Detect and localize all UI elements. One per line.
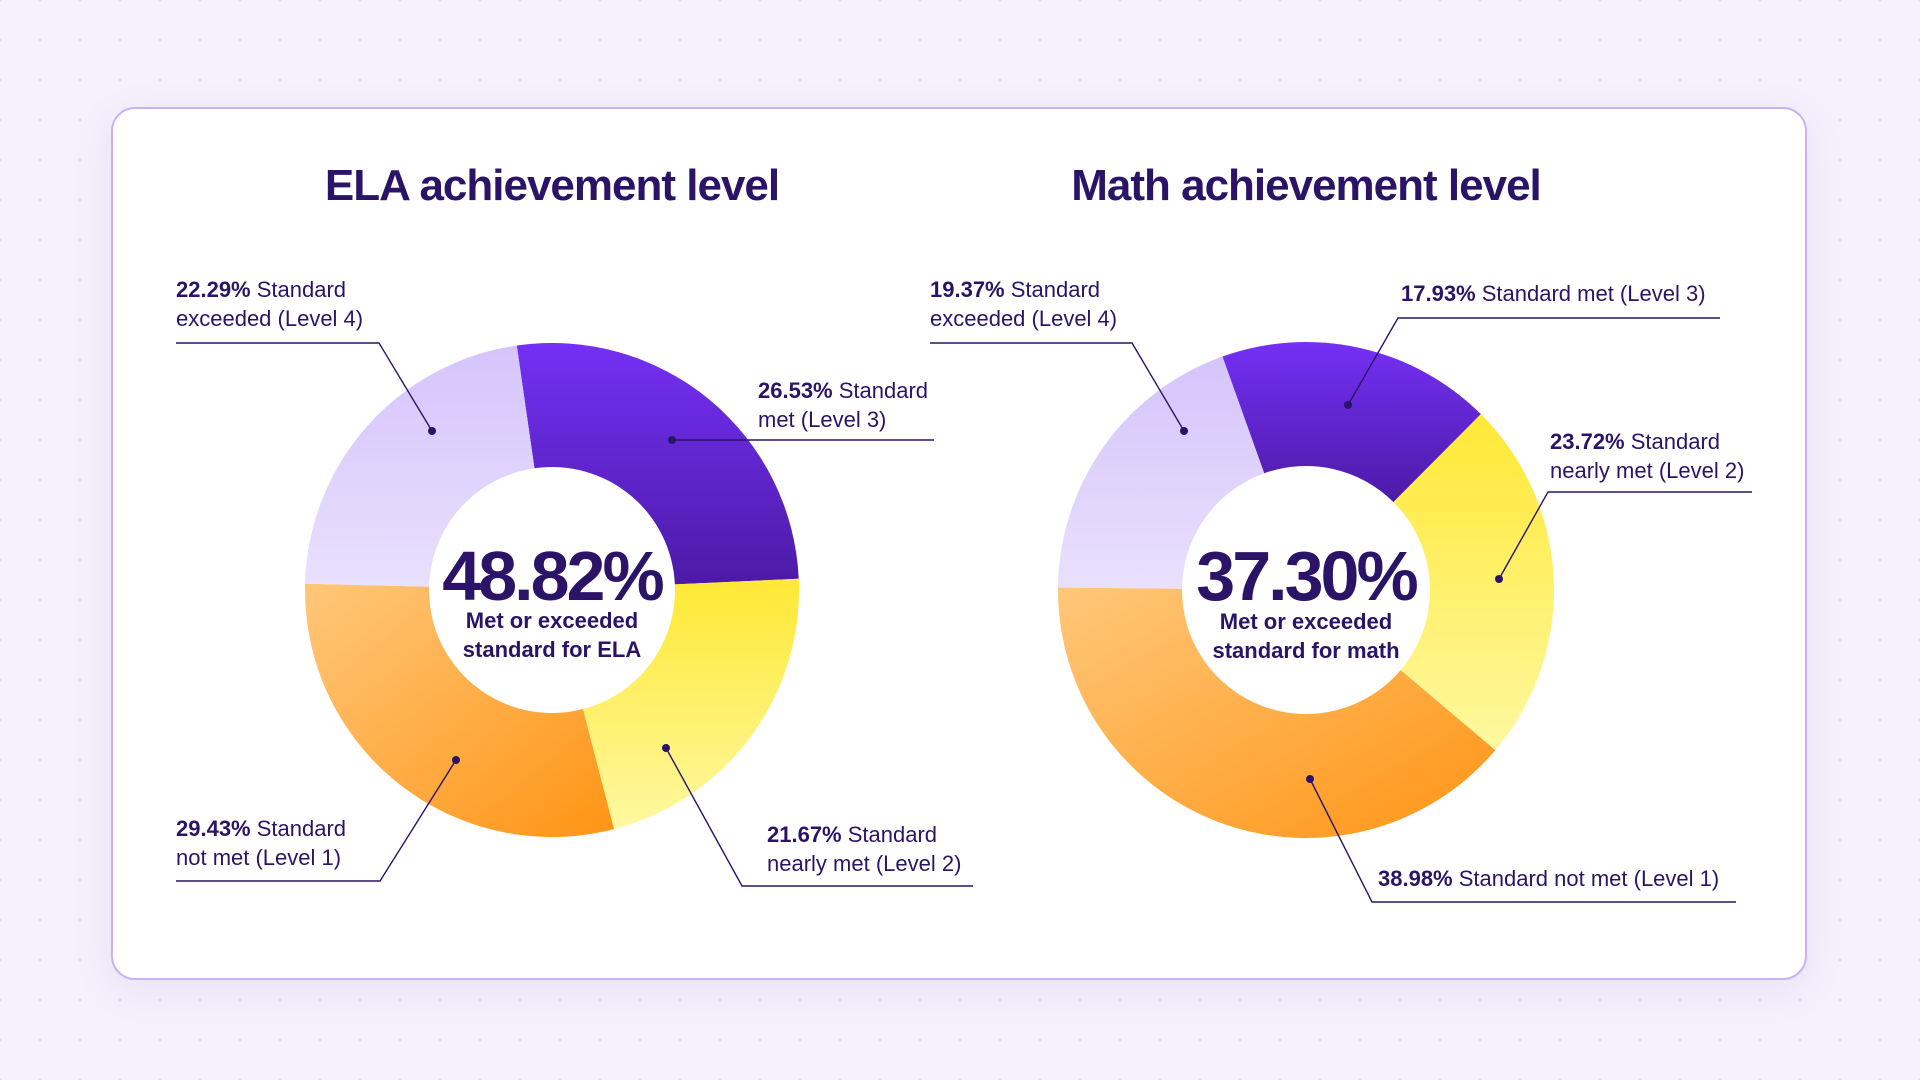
- math-level-3-label: 17.93% Standard met (Level 3): [1401, 281, 1706, 306]
- math-center-value: 37.30%: [1196, 537, 1417, 615]
- math-donut-chart: Math achievement level 37.30%Met or excee…: [930, 161, 1752, 903]
- ela-level-1-label-dot: [452, 756, 460, 764]
- math-level-4-slice: [1058, 356, 1265, 589]
- math-level-3-slice: [1222, 342, 1481, 503]
- math-level-1-label-dot: [1306, 775, 1314, 783]
- math-chart-title: Math achievement level: [1071, 161, 1541, 210]
- ela-level-1-label-leader: [176, 759, 457, 882]
- ela-chart-title: ELA achievement level: [325, 161, 779, 210]
- ela-level-1-label: 29.43% Standard not met (Level 1): [176, 816, 346, 870]
- ela-donut-chart: ELA achievement level 48.82%Met or exceed…: [176, 161, 973, 887]
- ela-center-caption: standard for ELA: [463, 637, 642, 662]
- ela-level-3-label: 26.53% Standard met (Level 3): [758, 378, 928, 432]
- math-center-caption: Met or exceeded: [1220, 609, 1392, 634]
- ela-level-2-label-leader: [665, 747, 973, 887]
- ela-level-2-slice: [582, 578, 799, 830]
- ela-level-2-label-dot: [662, 744, 670, 752]
- math-level-1-label-leader: [1309, 778, 1736, 903]
- math-level-2-label: 23.72% Standard nearly met (Level 2): [1550, 429, 1744, 483]
- ela-level-4-slice: [305, 345, 535, 587]
- ela-level-3-label-dot: [668, 436, 676, 444]
- math-center-caption: standard for math: [1212, 638, 1399, 663]
- ela-level-2-label: 21.67% Standard nearly met (Level 2): [767, 822, 961, 876]
- math-level-3-label-leader: [1347, 317, 1720, 406]
- ela-level-4-label: 22.29% Standard exceeded (Level 4): [176, 277, 363, 331]
- math-level-4-label: 19.37% Standard exceeded (Level 4): [930, 277, 1117, 331]
- ela-level-4-label-dot: [428, 427, 436, 435]
- ela-center-caption: Met or exceeded: [466, 608, 638, 633]
- ela-center-value: 48.82%: [442, 537, 663, 615]
- math-level-4-label-dot: [1180, 427, 1188, 435]
- math-level-2-slice: [1393, 414, 1554, 751]
- ela-level-1-slice: [305, 583, 615, 838]
- math-level-2-label-leader: [1498, 491, 1752, 580]
- math-level-1-label: 38.98% Standard not met (Level 1): [1378, 866, 1719, 891]
- ela-level-3-slice: [516, 343, 799, 585]
- math-level-1-slice: [1058, 587, 1496, 838]
- math-level-2-label-dot: [1495, 575, 1503, 583]
- ela-level-4-label-leader: [176, 342, 433, 432]
- math-level-4-label-leader: [930, 342, 1185, 432]
- math-level-3-label-dot: [1344, 401, 1352, 409]
